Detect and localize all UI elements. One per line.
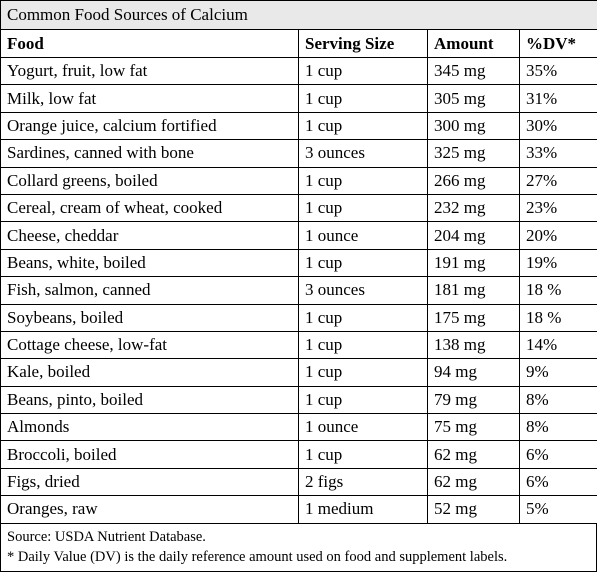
table-title: Common Food Sources of Calcium bbox=[0, 0, 597, 30]
table-cell: 1 cup bbox=[298, 56, 428, 86]
table-row: Collard greens, boiled 1 cup 266 mg 27% bbox=[0, 166, 597, 195]
table-cell: 1 cup bbox=[298, 111, 428, 141]
header-cell: %DV* bbox=[518, 29, 597, 58]
table-cell: Orange juice, calcium fortified bbox=[0, 111, 299, 141]
table-cell: 3 ounces bbox=[298, 276, 428, 305]
table-row: Orange juice, calcium fortified 1 cup 300 … bbox=[0, 111, 597, 141]
table-cell: 325 mg bbox=[427, 139, 520, 168]
table-cell: 204 mg bbox=[427, 221, 520, 250]
footnote: * Daily Value (DV) is the daily referenc… bbox=[7, 548, 508, 565]
table-cell: 1 cup bbox=[298, 166, 428, 195]
table-cell: 181 mg bbox=[427, 276, 520, 305]
table-cell: 9% bbox=[518, 358, 597, 387]
table-cell: 31% bbox=[518, 84, 597, 113]
header-cell: Food bbox=[0, 29, 299, 58]
table-cell: Fish, salmon, canned bbox=[0, 276, 299, 305]
table-cell: 1 ounce bbox=[298, 413, 428, 442]
table-cell: 1 cup bbox=[298, 385, 428, 415]
table-row: Beans, white, boiled 1 cup 191 mg 19% bbox=[0, 248, 597, 278]
table-row: Sardines, canned with bone 3 ounces 325 mg… bbox=[0, 139, 597, 168]
table-row: Kale, boiled 1 cup 94 mg 9% bbox=[0, 358, 597, 387]
table-row: Fish, salmon, canned 3 ounces 181 mg 18 % bbox=[0, 276, 597, 305]
table-cell: 62 mg bbox=[427, 440, 520, 469]
table-cell: 6% bbox=[518, 467, 597, 497]
table-cell: 345 mg bbox=[427, 56, 520, 86]
table-cell: 94 mg bbox=[427, 358, 520, 387]
table-cell: 8% bbox=[518, 413, 597, 442]
table-cell: Almonds bbox=[0, 413, 299, 442]
table-cell: 30% bbox=[518, 111, 597, 141]
table-cell: 1 cup bbox=[298, 303, 428, 332]
table-cell: 191 mg bbox=[427, 248, 520, 278]
header-cell: Serving Size bbox=[298, 29, 428, 58]
table-cell: 1 cup bbox=[298, 84, 428, 113]
table-cell: 3 ounces bbox=[298, 139, 428, 168]
table-row: Almonds 1 ounce 75 mg 8% bbox=[0, 413, 597, 442]
table-cell: 79 mg bbox=[427, 385, 520, 415]
table-cell: 138 mg bbox=[427, 330, 520, 360]
table-row: Figs, dried 2 figs 62 mg 6% bbox=[0, 467, 597, 497]
footnotes: Source: USDA Nutrient Database. * Daily V… bbox=[0, 523, 597, 572]
table-cell: Beans, pinto, boiled bbox=[0, 385, 299, 415]
table-cell: 1 cup bbox=[298, 440, 428, 469]
table-cell: 1 cup bbox=[298, 193, 428, 223]
table-cell: 266 mg bbox=[427, 166, 520, 195]
table-cell: 1 cup bbox=[298, 330, 428, 360]
table-cell: 35% bbox=[518, 56, 597, 86]
table-row: Broccoli, boiled 1 cup 62 mg 6% bbox=[0, 440, 597, 469]
table-cell: Collard greens, boiled bbox=[0, 166, 299, 195]
calcium-table: Common Food Sources of Calcium Food Servi… bbox=[0, 0, 597, 524]
table-cell: 6% bbox=[518, 440, 597, 469]
table-cell: Cereal, cream of wheat, cooked bbox=[0, 193, 299, 223]
table-row: Cheese, cheddar 1 ounce 204 mg 20% bbox=[0, 221, 597, 250]
table-cell: Milk, low fat bbox=[0, 84, 299, 113]
table-cell: 1 cup bbox=[298, 358, 428, 387]
table-cell: 232 mg bbox=[427, 193, 520, 223]
table-row: Soybeans, boiled 1 cup 175 mg 18 % bbox=[0, 303, 597, 332]
footnote: Source: USDA Nutrient Database. bbox=[7, 528, 206, 545]
table-cell: 19% bbox=[518, 248, 597, 278]
table-cell: 18 % bbox=[518, 303, 597, 332]
table-cell: 175 mg bbox=[427, 303, 520, 332]
table-cell: 23% bbox=[518, 193, 597, 223]
table-cell: 14% bbox=[518, 330, 597, 360]
table-cell: Kale, boiled bbox=[0, 358, 299, 387]
table-cell: Yogurt, fruit, low fat bbox=[0, 56, 299, 86]
table-cell: Sardines, canned with bone bbox=[0, 139, 299, 168]
table-cell: Oranges, raw bbox=[0, 495, 299, 524]
table-cell: Cheese, cheddar bbox=[0, 221, 299, 250]
table-cell: 1 ounce bbox=[298, 221, 428, 250]
table-cell: 2 figs bbox=[298, 467, 428, 497]
table-cell: Figs, dried bbox=[0, 467, 299, 497]
table-cell: 18 % bbox=[518, 276, 597, 305]
table-row: Beans, pinto, boiled 1 cup 79 mg 8% bbox=[0, 385, 597, 415]
table-body: Yogurt, fruit, low fat 1 cup 345 mg 35% Milk… bbox=[0, 56, 597, 524]
table-cell: 27% bbox=[518, 166, 597, 195]
table-cell: Beans, white, boiled bbox=[0, 248, 299, 278]
table-row: Milk, low fat 1 cup 305 mg 31% bbox=[0, 84, 597, 113]
table-cell: Broccoli, boiled bbox=[0, 440, 299, 469]
table-cell: 1 medium bbox=[298, 495, 428, 524]
table-cell: 20% bbox=[518, 221, 597, 250]
table-cell: 52 mg bbox=[427, 495, 520, 524]
table-cell: 75 mg bbox=[427, 413, 520, 442]
table-cell: 5% bbox=[518, 495, 597, 524]
table-cell: Cottage cheese, low-fat bbox=[0, 330, 299, 360]
table-cell: 33% bbox=[518, 139, 597, 168]
table-cell: Soybeans, boiled bbox=[0, 303, 299, 332]
table-cell: 62 mg bbox=[427, 467, 520, 497]
table-row: Cereal, cream of wheat, cooked 1 cup 232 m… bbox=[0, 193, 597, 223]
table-cell: 300 mg bbox=[427, 111, 520, 141]
table-row: Oranges, raw 1 medium 52 mg 5% bbox=[0, 495, 597, 524]
header-row: Food Serving Size Amount %DV* bbox=[0, 29, 597, 58]
table-row: Cottage cheese, low-fat 1 cup 138 mg 14% bbox=[0, 330, 597, 360]
table-cell: 8% bbox=[518, 385, 597, 415]
table-cell: 305 mg bbox=[427, 84, 520, 113]
table-cell: 1 cup bbox=[298, 248, 428, 278]
table-row: Yogurt, fruit, low fat 1 cup 345 mg 35% bbox=[0, 56, 597, 86]
header-cell: Amount bbox=[427, 29, 520, 58]
